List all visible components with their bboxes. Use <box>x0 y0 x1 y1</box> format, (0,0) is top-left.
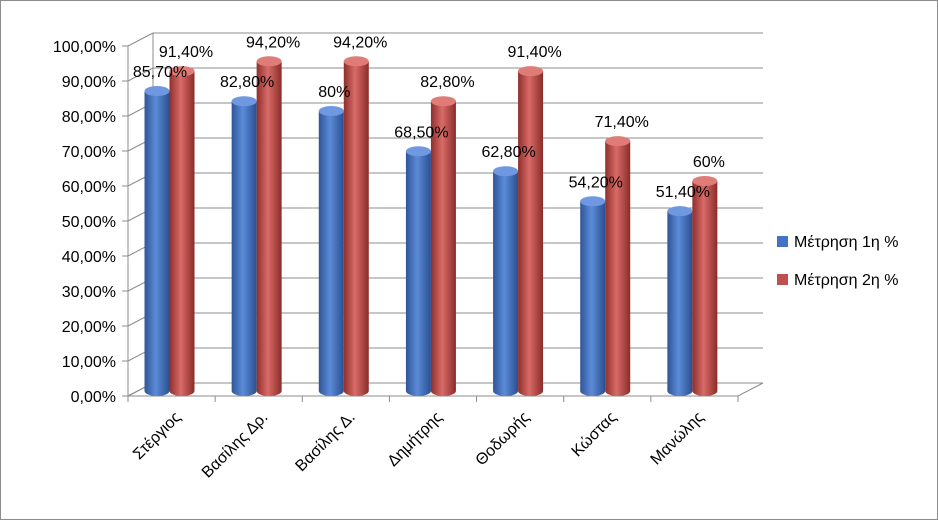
data-label-series-2: 94,20% <box>246 34 300 51</box>
category-label: Βασίλης Δ. <box>292 409 358 475</box>
bar-series-2 <box>430 101 456 396</box>
bar-top-series-1 <box>667 206 693 217</box>
bar-series-1 <box>144 91 170 397</box>
data-label-series-2: 71,40% <box>595 114 649 131</box>
bar-top-series-2 <box>169 66 195 77</box>
bar-series-2 <box>169 71 195 396</box>
category-label: Μανώλης <box>648 409 708 469</box>
y-tick-label: 80,00% <box>62 109 116 126</box>
legend-swatch-series-1 <box>777 236 788 247</box>
y-tick-label: 10,00% <box>62 354 116 371</box>
bar-series-2 <box>518 71 544 396</box>
bar-series-1 <box>318 111 344 396</box>
data-label-series-1: 54,20% <box>569 174 623 191</box>
legend: Μέτρηση 1η % Μέτρηση 2η % <box>777 234 898 289</box>
bars <box>144 56 718 397</box>
bar-series-1 <box>580 201 606 396</box>
data-label-series-2: 60% <box>693 154 725 171</box>
bar-top-series-2 <box>430 96 456 107</box>
bar-top-series-1 <box>144 86 170 97</box>
bar-series-2 <box>605 141 631 396</box>
bar-top-series-1 <box>580 196 606 207</box>
category-labels: Στέργιος Βασίλης Δρ. Βασίλης Δ. Δημήτρης Θοδ… <box>130 409 707 482</box>
data-label-series-1: 68,50% <box>394 124 448 141</box>
data-label-series-2: 91,40% <box>159 44 213 61</box>
bar-top-series-1 <box>231 96 257 107</box>
y-tick-label: 70,00% <box>62 144 116 161</box>
data-label-series-1: 82,80% <box>220 74 274 91</box>
category-label: Βασίλης Δρ. <box>199 409 272 482</box>
bar-top-series-2 <box>692 176 718 186</box>
bar-top-series-2 <box>518 66 544 77</box>
y-tick-label: 50,00% <box>62 214 116 231</box>
bar-series-2 <box>256 61 282 397</box>
category-label: Κώστας <box>569 409 621 461</box>
legend-label-series-1: Μέτρηση 1η % <box>794 234 898 251</box>
data-label-series-2: 82,80% <box>420 74 474 91</box>
bar-series-2 <box>692 181 718 396</box>
y-tick-labels: 0,00% 10,00% 20,00% 30,00% 40,00% 50,00% 60,00… <box>53 39 116 406</box>
legend-label-series-2: Μέτρηση 2η % <box>794 272 898 289</box>
bar-top-series-1 <box>405 146 431 157</box>
bar-top-series-2 <box>343 56 369 67</box>
y-tick-label: 30,00% <box>62 284 116 301</box>
y-tick-label: 0,00% <box>71 389 116 406</box>
bar-series-1 <box>405 151 431 396</box>
gridline-depth <box>127 32 154 47</box>
bar-series-1 <box>231 101 257 396</box>
data-label-series-2: 94,20% <box>333 34 387 51</box>
bar-top-series-2 <box>256 56 282 67</box>
y-tick-label: 100,00% <box>53 39 116 56</box>
category-label: Θοδωρής <box>473 409 534 470</box>
category-label: Στέργιος <box>130 409 185 464</box>
gridline-depth <box>127 67 154 82</box>
y-tick-label: 40,00% <box>62 249 116 266</box>
bar-series-2 <box>343 61 369 397</box>
legend-swatch-series-2 <box>777 274 788 285</box>
data-label-series-1: 62,80% <box>481 144 535 161</box>
bar-top-series-1 <box>318 106 344 116</box>
data-label-series-2: 91,40% <box>507 44 561 61</box>
data-label-series-1: 85,70% <box>133 64 187 81</box>
y-tick-label: 20,00% <box>62 319 116 336</box>
y-tick-label: 60,00% <box>62 179 116 196</box>
category-label: Δημήτρης <box>384 409 446 471</box>
bar-top-series-1 <box>493 166 519 177</box>
bar-series-1 <box>493 171 519 396</box>
data-label-series-1: 80% <box>318 84 350 101</box>
data-labels: 85,70% 91,40% 82,80% 94,20% 80% 94,20% 68,50% 8… <box>133 34 725 201</box>
y-tick-label: 90,00% <box>62 74 116 91</box>
bar-top-series-2 <box>605 136 631 147</box>
data-label-series-1: 51,40% <box>656 184 710 201</box>
bar-series-1 <box>667 211 693 396</box>
